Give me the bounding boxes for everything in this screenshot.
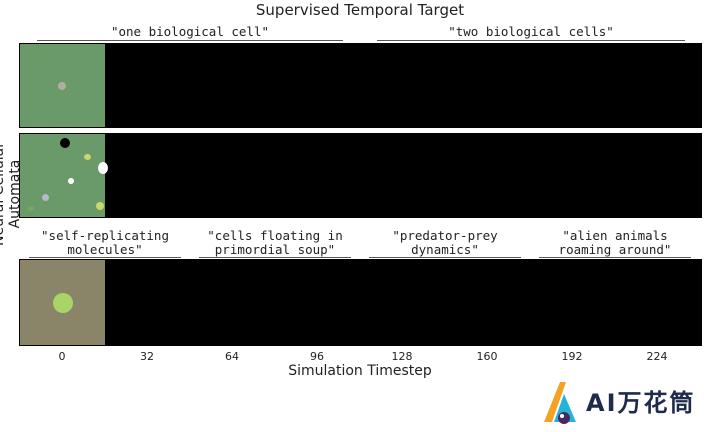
logo-text: AI万花筒 [586,389,696,417]
caption-underline [37,40,343,41]
x-axis-label: Simulation Timestep [288,363,432,379]
caption-alien-animals-roaming-around: "alien animals roaming around" [558,228,672,257]
frame-timestep-0 [20,260,105,345]
caption-two-biological-cells: "two biological cells" [448,24,614,39]
x-tick: 64 [225,350,239,363]
watermark-logo: AI万花筒 [540,380,710,426]
caption-underline [377,40,685,41]
nca-strip-row-1 [19,43,702,128]
cell-dot [58,82,66,90]
cell-dot [68,178,74,184]
x-tick: 0 [58,350,66,363]
caption-predator-prey-dynamics: "predator-prey dynamics" [392,228,498,257]
x-tick: 192 [561,350,583,363]
caption-one-biological-cell: "one biological cell" [110,24,270,39]
caption-self-replicating-molecules: "self-replicating molecules" [41,228,169,257]
x-tick: 32 [140,350,154,363]
x-tick: 96 [310,350,324,363]
cell-dot [60,138,70,148]
cell-dot [42,194,49,201]
nca-strip-row-3 [19,259,702,346]
logo-icon [544,382,576,424]
cell-dot [28,206,34,211]
caption-underline [539,257,691,258]
cell-dot [53,293,73,313]
caption-underline [369,257,521,258]
cell-dot [84,154,91,160]
cell-dot [98,162,108,174]
x-tick: 224 [646,350,668,363]
frame-timestep-0 [20,134,108,217]
nca-strip-row-2 [19,133,702,218]
x-tick: 160 [476,350,498,363]
x-tick: 128 [391,350,413,363]
frame-timestep-0 [20,44,105,127]
caption-underline [29,257,181,258]
caption-cells-floating-in-primordial-soup: "cells floating in primordial soup" [207,228,343,257]
figure-title: Supervised Temporal Target [255,1,465,19]
caption-underline [199,257,351,258]
cell-dot [96,202,104,210]
